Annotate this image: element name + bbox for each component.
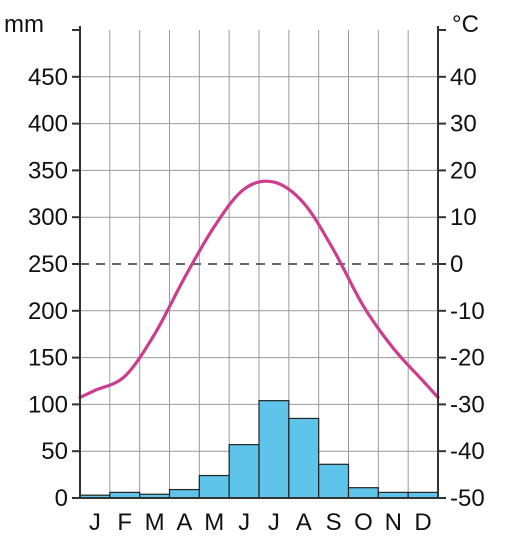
precipitation-bar	[318, 463, 350, 499]
right-tick-label: 30	[450, 111, 477, 138]
right-tick-label: -40	[450, 438, 485, 465]
month-label: D	[414, 509, 431, 536]
month-label: F	[117, 509, 132, 536]
right-tick-label: 20	[450, 157, 477, 184]
month-label: O	[354, 509, 373, 536]
month-label: J	[89, 509, 101, 536]
temperature-line	[78, 179, 440, 399]
tick-labels: 050100150200250300350400450-50-40-30-20-…	[28, 64, 485, 536]
temperature-curve	[78, 179, 440, 399]
axes	[72, 26, 446, 499]
month-label: A	[296, 509, 312, 536]
left-tick-label: 250	[28, 251, 68, 278]
left-tick-label: 150	[28, 345, 68, 372]
left-tick-label: 450	[28, 64, 68, 91]
left-tick-label: 100	[28, 391, 68, 418]
month-label: S	[326, 509, 342, 536]
precipitation-bars	[79, 400, 439, 499]
month-label: A	[176, 509, 192, 536]
right-tick-label: -20	[450, 345, 485, 372]
precipitation-bar	[347, 487, 379, 499]
left-tick-label: 0	[55, 485, 68, 512]
month-label: J	[268, 509, 280, 536]
left-tick-label: 350	[28, 157, 68, 184]
left-axis-unit: mm	[4, 11, 44, 38]
left-tick-label: 300	[28, 204, 68, 231]
right-tick-label: 10	[450, 204, 477, 231]
precipitation-bar	[198, 474, 230, 499]
right-axis-unit: °C	[452, 11, 479, 38]
right-tick-label: 40	[450, 64, 477, 91]
right-tick-label: -50	[450, 485, 485, 512]
precipitation-bar	[288, 417, 320, 499]
left-tick-label: 200	[28, 298, 68, 325]
right-tick-label: 0	[450, 251, 463, 278]
precipitation-bar	[168, 488, 200, 499]
month-label: J	[238, 509, 250, 536]
month-label: N	[385, 509, 402, 536]
month-label: M	[145, 509, 165, 536]
right-tick-label: -10	[450, 298, 485, 325]
precipitation-bar	[228, 444, 260, 499]
precipitation-bar	[258, 400, 290, 499]
left-tick-label: 400	[28, 111, 68, 138]
left-tick-label: 50	[41, 438, 68, 465]
right-tick-label: -30	[450, 391, 485, 418]
month-label: M	[204, 509, 224, 536]
